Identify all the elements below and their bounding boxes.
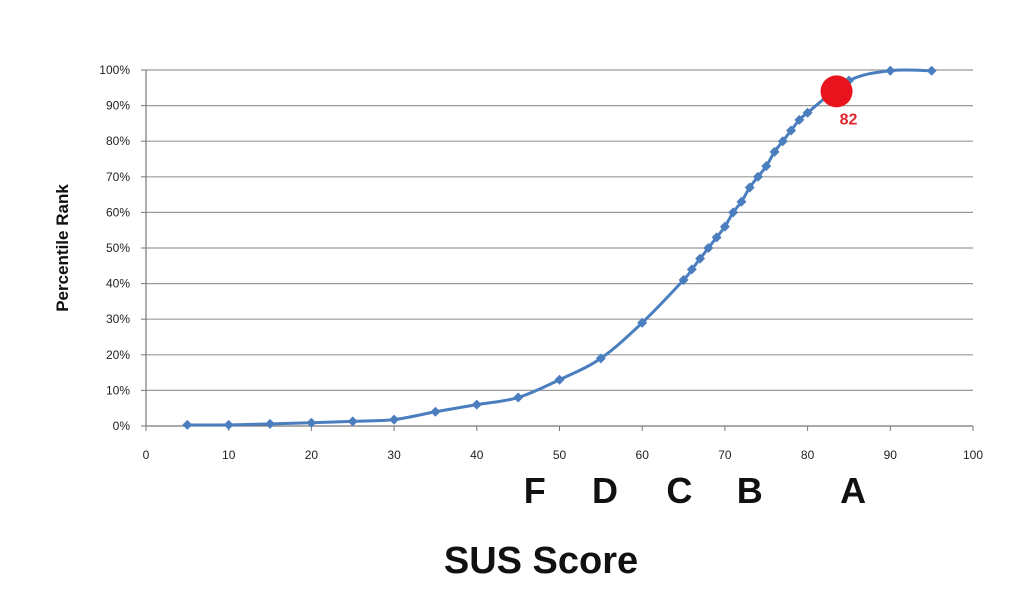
data-point-marker	[736, 196, 747, 207]
data-point-marker	[430, 406, 441, 417]
x-tick-label: 30	[387, 448, 401, 462]
x-tick-label: 10	[222, 448, 236, 462]
x-tick-label: 40	[470, 448, 484, 462]
x-tick-label: 80	[801, 448, 815, 462]
highlight-dot	[820, 75, 853, 108]
y-tick-labels: 0% 10% 20% 30% 40% 50% 60% 70% 80% 90% 100%	[99, 63, 130, 433]
x-tick-label: 70	[718, 448, 732, 462]
data-point-marker	[786, 125, 797, 136]
data-point-marker	[703, 243, 714, 253]
data-point-marker	[744, 182, 755, 193]
y-axis-label: Percentile Rank	[53, 184, 72, 312]
data-point-marker	[389, 414, 400, 425]
x-tick-label: 60	[636, 448, 650, 462]
y-tick-label: 100%	[99, 63, 130, 77]
x-tick-label: 50	[553, 448, 567, 462]
x-tick-label: 90	[884, 448, 898, 462]
data-point-marker	[471, 399, 482, 410]
data-point-marker	[695, 253, 706, 264]
grade-label-a: A	[840, 470, 866, 511]
data-point-marker	[347, 416, 358, 427]
y-tick-label: 50%	[106, 241, 130, 255]
data-point-marker	[595, 353, 606, 364]
y-tick-label: 80%	[106, 134, 130, 148]
highlight-label: 82	[840, 111, 858, 128]
grade-label-d: D	[592, 470, 618, 511]
data-point-marker	[794, 114, 805, 125]
y-tick-label: 30%	[106, 312, 130, 326]
data-point-marker	[711, 232, 722, 243]
data-point-marker	[761, 161, 772, 172]
grade-label-c: C	[666, 470, 692, 511]
grade-label-b: B	[737, 470, 763, 511]
data-point-marker	[769, 146, 780, 157]
x-tick-labels: 0 10 20 30 40 50 60 70 80 90 100	[143, 448, 984, 462]
data-point-marker	[306, 417, 317, 428]
data-point-marker	[182, 419, 193, 430]
data-point-marker	[686, 264, 697, 275]
x-tick-label: 100	[963, 448, 983, 462]
x-tick-label: 20	[305, 448, 319, 462]
y-tick-label: 20%	[106, 348, 130, 362]
data-point-marker	[885, 65, 896, 76]
data-point-marker	[223, 419, 234, 430]
y-tick-label: 40%	[106, 277, 130, 291]
y-tick-label: 10%	[106, 383, 130, 397]
data-point-marker	[926, 65, 937, 76]
data-point-marker	[802, 107, 813, 118]
axes	[141, 69, 974, 431]
data-point-marker	[265, 418, 276, 429]
x-axis-label: SUS Score	[444, 540, 638, 582]
y-tick-label: 60%	[106, 205, 130, 219]
y-tick-label: 90%	[106, 99, 130, 113]
data-point-marker	[719, 221, 730, 232]
y-tick-label: 70%	[106, 170, 130, 184]
highlight-group: 82	[820, 75, 858, 128]
grade-label-f: F	[524, 470, 546, 511]
data-point-marker	[637, 317, 648, 328]
data-point-marker	[777, 136, 788, 147]
series-markers	[182, 65, 937, 430]
x-tick-label: 0	[143, 448, 150, 462]
data-point-marker	[752, 171, 763, 182]
data-point-marker	[513, 392, 524, 403]
data-point-marker	[678, 275, 689, 286]
data-point-marker	[728, 207, 739, 218]
gridlines	[146, 69, 973, 391]
data-point-marker	[554, 374, 565, 385]
y-tick-label: 0%	[113, 419, 131, 433]
